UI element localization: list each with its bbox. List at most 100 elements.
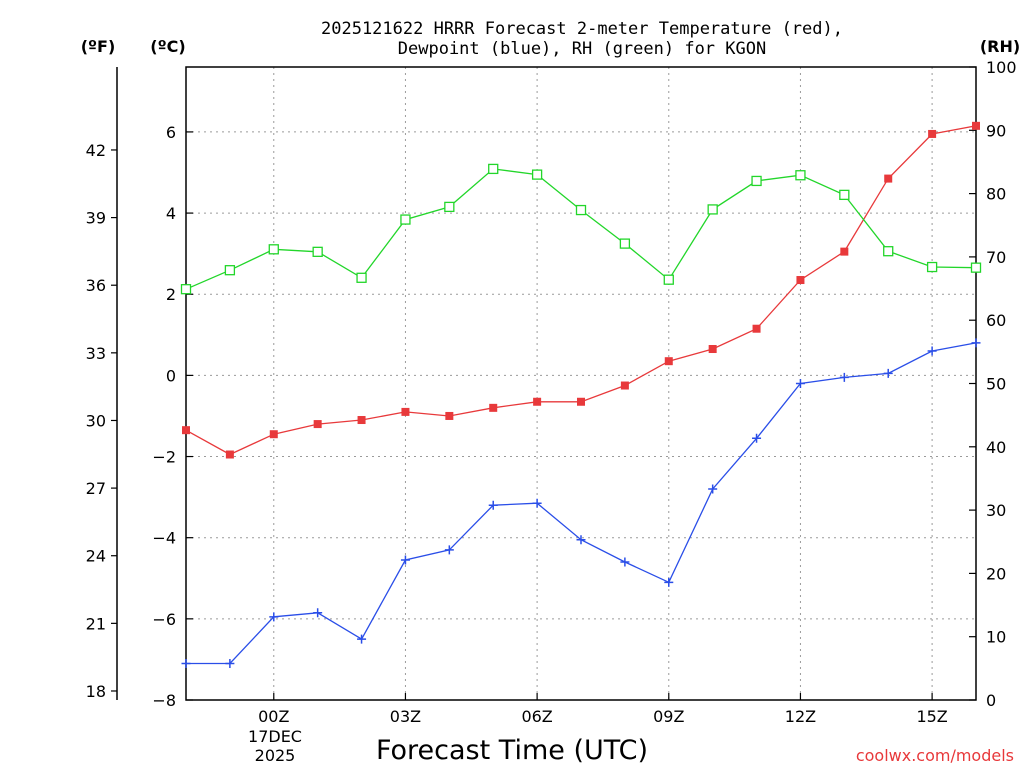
rh-tick-label: 40 [986,438,1006,457]
celsius-axis-label: (ºC) [150,37,185,56]
date-label-year: 2025 [255,746,296,765]
celsius-tick-label: −8 [152,691,176,710]
rh-point [619,238,631,249]
rh-point [883,246,894,257]
rh-tick-label: 20 [986,564,1006,583]
rh-point [444,201,455,213]
temperature-point [752,324,761,333]
celsius-tick-label: −6 [152,610,176,629]
temperature-point [445,411,454,420]
dewpoint-point [971,338,981,348]
x-tick-label: 09Z [653,707,684,726]
dewpoint-point [269,612,279,622]
rh-point [400,214,411,225]
temperature-point [928,129,937,138]
chart-title-line1: 2025121622 HRRR Forecast 2-meter Tempera… [321,19,843,39]
rh-point [224,265,236,276]
rh-axis-label: (RH) [980,37,1020,56]
plot-frame [185,66,977,701]
temperature-point [357,416,366,425]
dewpoint-point [444,545,454,555]
dewpoint-point [532,498,542,508]
fahrenheit-axis-label: (ºF) [81,37,116,56]
celsius-tick-label: 4 [166,204,176,223]
dewpoint-point [927,346,937,356]
temperature-point [269,430,278,439]
rh-tick-label: 70 [986,248,1006,267]
rh-point [356,272,367,283]
rh-point [970,262,982,273]
dewpoint-point [313,608,323,618]
fahrenheit-tick-label: 18 [86,682,106,701]
dewpoint-point [488,500,498,510]
rh-tick-label: 50 [986,375,1006,394]
dewpoint-line [186,342,977,665]
dewpoint-point [883,368,893,378]
x-tick-label: 03Z [390,707,421,726]
fahrenheit-tick-label: 27 [86,479,106,498]
rh-tick-label: 90 [986,121,1006,140]
rh-tick-label: 0 [986,691,996,710]
temperature-point [313,420,322,429]
grid-lines [186,67,976,700]
fahrenheit-tick-label: 39 [86,209,106,228]
temperature-point [884,174,893,183]
temperature-point [972,121,980,130]
rh-point [531,169,543,180]
rh-point [839,189,850,201]
rh-point [575,204,587,216]
fahrenheit-tick-label: 21 [86,614,106,633]
x-tick-label: 12Z [785,707,816,726]
rh-point [180,284,192,295]
dewpoint-point [752,433,762,443]
x-tick-label: 15Z [916,707,947,726]
dewpoint-point [576,535,586,545]
dewpoint-point [225,658,235,668]
temperature-point [182,426,190,435]
axes: 00Z 03Z 06Z 09Z 12Z 15Z−8−6−4−202461821242730… [86,58,1017,726]
temperature-point [533,397,542,406]
celsius-tick-label: 6 [166,123,176,142]
rh-point [926,261,938,273]
rh-point [751,175,762,187]
dewpoint-point [708,484,718,494]
fahrenheit-tick-label: 36 [86,276,106,295]
date-label-day: 17DEC [248,727,302,746]
chart-title-line2: Dewpoint (blue), RH (green) for KGON [398,39,766,59]
rh-tick-label: 60 [986,311,1006,330]
celsius-tick-label: −2 [152,448,176,467]
watermark-text: coolwx.com/models [856,746,1014,765]
series [180,121,982,668]
dewpoint-point [400,555,410,565]
rh-point [268,244,279,255]
dewpoint-point [664,577,674,587]
temperature-point [489,403,498,412]
rh-tick-label: 80 [986,185,1006,204]
rh-point [488,163,499,175]
fahrenheit-tick-label: 24 [86,547,106,566]
rh-tick-label: 10 [986,628,1006,647]
celsius-tick-label: 2 [166,285,176,304]
fahrenheit-tick-label: 42 [86,141,106,160]
temperature-point [708,345,717,354]
temperature-point [225,450,234,459]
dewpoint-point [357,634,367,644]
temperature-point [664,357,673,366]
rh-point [707,204,718,215]
rh-tick-label: 30 [986,501,1006,520]
dewpoint-point [181,658,191,668]
temperature-point [620,381,629,390]
fahrenheit-tick-label: 30 [86,411,106,430]
temperature-point [840,247,849,256]
temperature-point [577,397,585,406]
fahrenheit-tick-label: 33 [86,344,106,363]
celsius-tick-label: −4 [152,529,176,548]
celsius-tick-label: 0 [166,366,176,385]
rh-point [795,170,806,181]
rh-point [663,274,674,285]
temperature-point [796,276,805,285]
x-axis-label: Forecast Time (UTC) [376,735,648,766]
x-tick-label: 06Z [521,707,552,726]
rh-point [312,246,323,257]
